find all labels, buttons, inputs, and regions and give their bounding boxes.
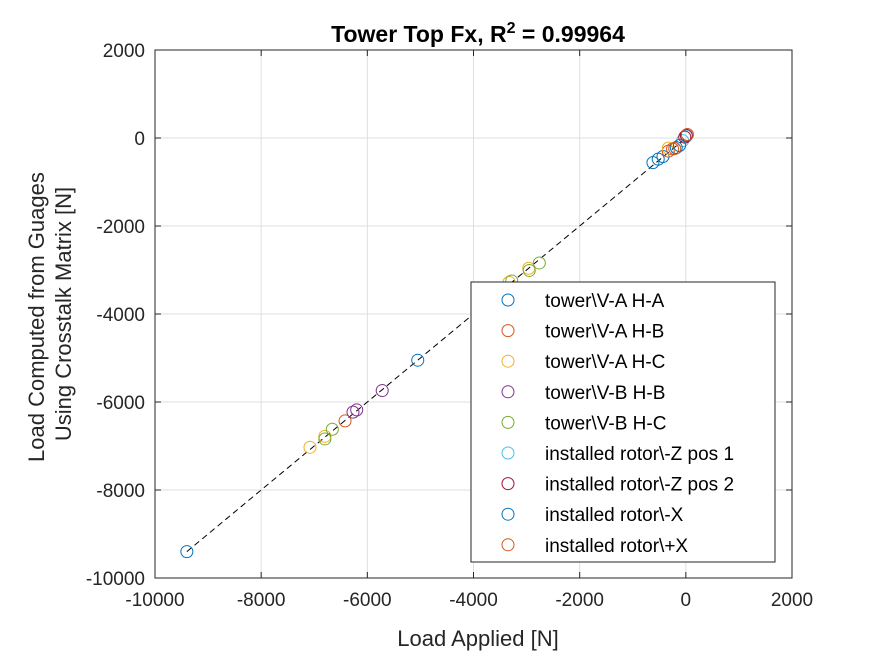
legend-label: tower\V-B H-C (545, 413, 666, 434)
chart-title-superscript: 2 (507, 20, 516, 37)
legend-label: tower\V-A H-B (545, 322, 664, 343)
x-tick-labels: -10000 -8000 -6000 -4000 -2000 0 2000 (125, 590, 813, 611)
legend-marker (501, 324, 515, 338)
data-point-series-5 (532, 256, 546, 270)
legend-box (470, 281, 776, 563)
x-tick-label: -2000 (555, 590, 604, 611)
y-axis-label-line2: Using Crosstalk Matrix [N] (51, 187, 76, 441)
legend-marker (501, 415, 515, 429)
y-tick-label: -4000 (96, 305, 145, 326)
legend-marker (501, 507, 515, 521)
legend-marker (501, 446, 515, 460)
y-axis-label-line1: Load Computed from Guages (24, 172, 49, 462)
y-axis-label: Load Computed from Guages Using Crosstal… (24, 166, 76, 462)
data-point-series-3 (303, 440, 317, 454)
fit-line (186, 137, 687, 552)
axis-ticks (154, 49, 793, 579)
x-tick-label: 0 (681, 590, 692, 611)
data-points (180, 127, 694, 559)
chart-title-value: = 0.99964 (516, 21, 626, 47)
chart-title-main: Tower Top Fx, R (331, 21, 507, 47)
legend-label: installed rotor\-X (545, 505, 684, 526)
data-point-series-1 (411, 353, 425, 367)
legend-marker (501, 538, 515, 552)
y-tick-label: -2000 (96, 217, 145, 238)
legend-label: installed rotor\+X (545, 536, 688, 557)
data-point-series-2 (661, 144, 675, 158)
legend-label: installed rotor\-Z pos 1 (545, 444, 734, 465)
legend-label: tower\V-B H-B (545, 383, 665, 404)
data-point-series-4 (350, 403, 364, 417)
legend-label: tower\V-A H-A (545, 291, 665, 312)
y-tick-label: 2000 (103, 41, 145, 62)
y-tick-labels: -10000 -8000 -6000 -4000 -2000 0 2000 (86, 41, 145, 590)
x-tick-label: -10000 (125, 590, 184, 611)
chart-title: Tower Top Fx, R2 = 0.99964 (331, 20, 625, 47)
data-point-series-7 (679, 128, 693, 142)
legend-marker (501, 354, 515, 368)
legend-label: tower\V-A H-C (545, 352, 665, 373)
y-tick-label: -8000 (96, 481, 145, 502)
y-tick-label: -10000 (86, 569, 145, 590)
data-point-series-4 (346, 405, 360, 419)
x-tick-label: -6000 (343, 590, 392, 611)
legend-marker (501, 477, 515, 491)
legend-label: installed rotor\-Z pos 2 (545, 475, 734, 496)
x-axis-label: Load Applied [N] (397, 626, 558, 651)
x-tick-label: 2000 (771, 590, 813, 611)
x-tick-label: -8000 (237, 590, 286, 611)
data-point-series-9 (680, 127, 694, 141)
data-point-series-1 (180, 545, 194, 559)
y-tick-label: -6000 (96, 393, 145, 414)
data-point-series-5 (318, 432, 332, 446)
data-point-series-4 (375, 384, 389, 398)
data-point-series-9 (668, 142, 682, 156)
data-point-series-5 (522, 263, 536, 277)
legend-marker (501, 293, 515, 307)
data-point-series-8 (669, 141, 683, 155)
x-tick-label: -4000 (449, 590, 498, 611)
legend-items: tower\V-A H-A tower\V-A H-B tower\V-A H-C t… (501, 291, 734, 557)
data-point-series-5 (325, 422, 339, 436)
data-point-series-2 (338, 414, 352, 428)
y-tick-label: 0 (134, 129, 145, 150)
data-point-series-3 (318, 429, 332, 443)
legend: tower\V-A H-A tower\V-A H-B tower\V-A H-C t… (470, 281, 776, 563)
legend-marker (501, 385, 515, 399)
